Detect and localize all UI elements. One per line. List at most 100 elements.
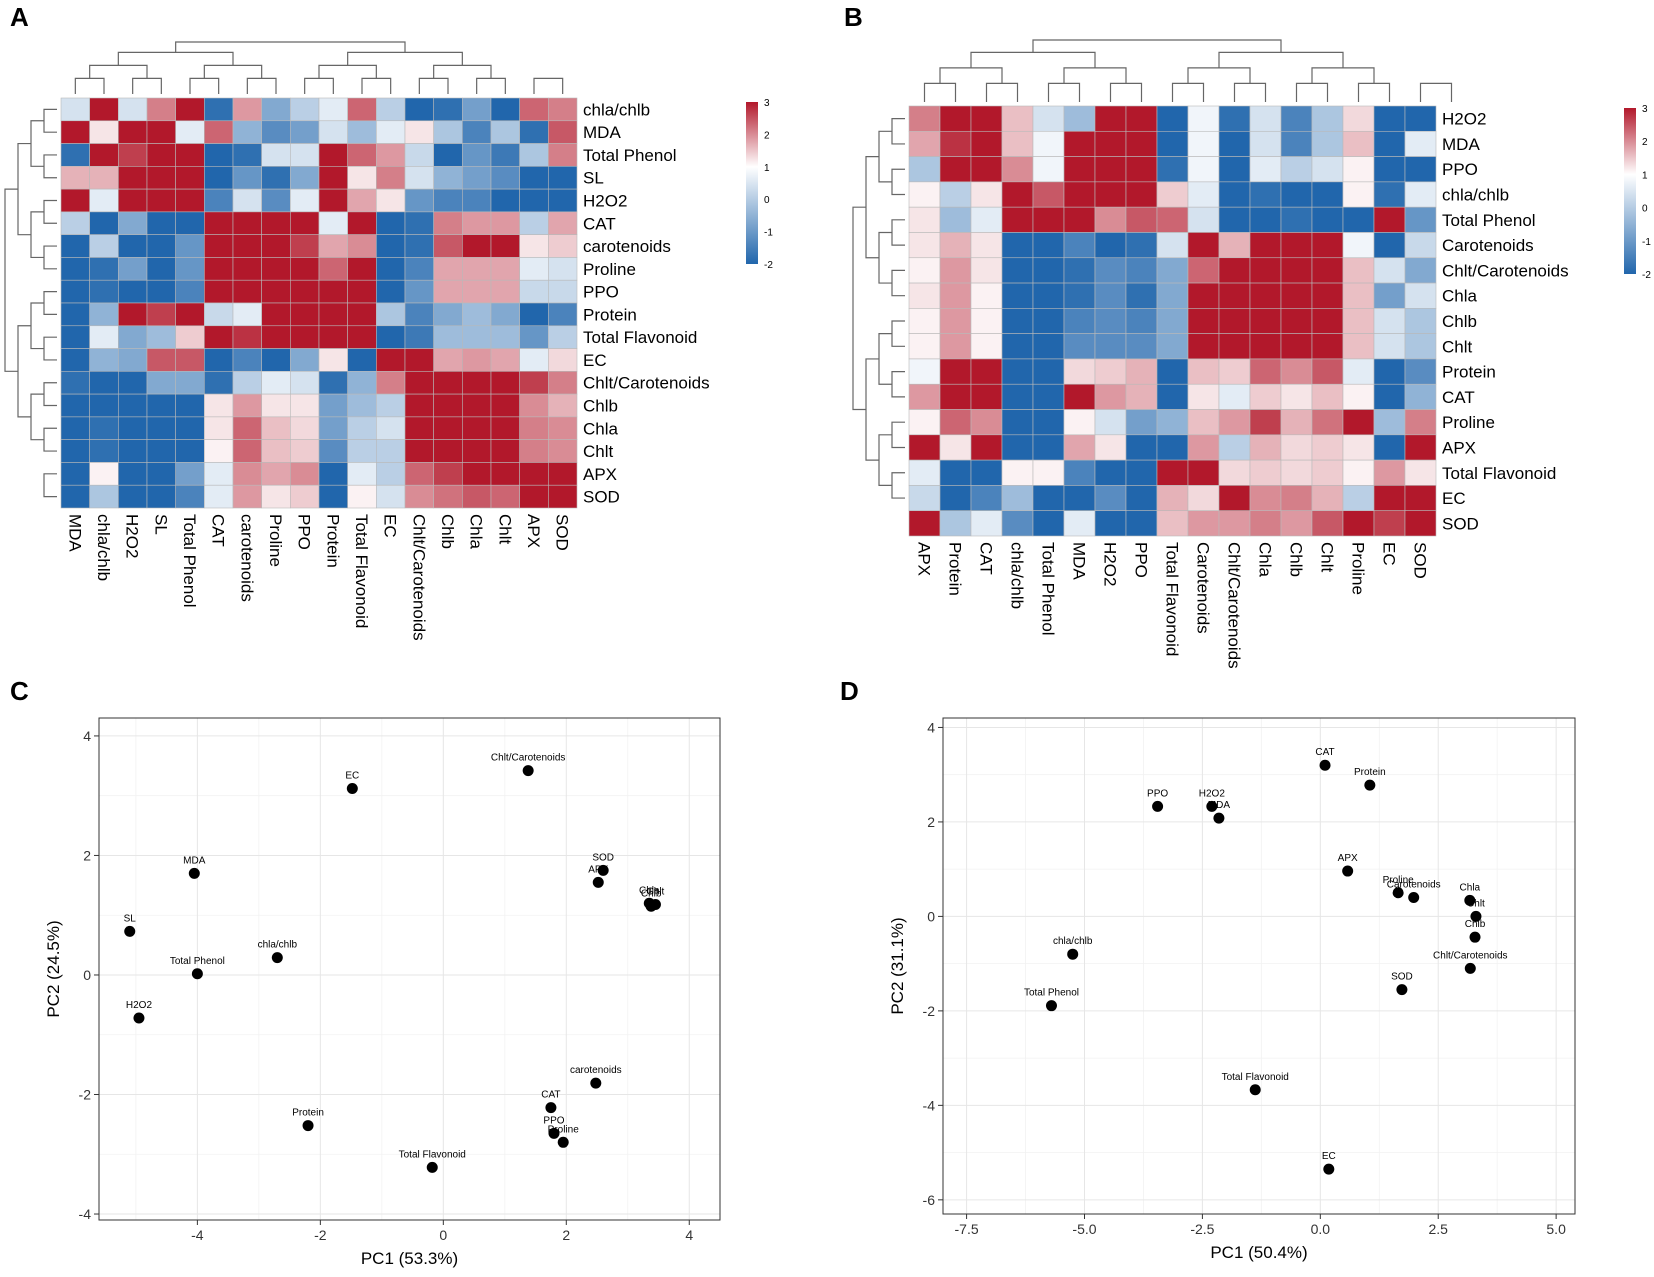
panel-letter-a: A <box>10 2 29 32</box>
heatmap-cell <box>490 166 520 190</box>
point-label: chla/chlb <box>1053 936 1093 947</box>
dendrogram-branch <box>132 77 162 94</box>
heatmap-cell <box>290 257 320 281</box>
heatmap-cell <box>60 439 90 463</box>
heatmap-cell <box>89 211 119 235</box>
heatmap-cell <box>519 416 549 440</box>
heatmap-cell <box>146 120 176 144</box>
heatmap-cell <box>404 279 434 304</box>
heatmap-cell <box>290 279 320 304</box>
heatmap-cell <box>376 302 406 327</box>
heatmap-cell <box>908 358 941 385</box>
heatmap-cell <box>146 371 176 395</box>
legend-tick-label: -2 <box>764 260 773 271</box>
heatmap-cell <box>433 393 463 418</box>
heatmap-cell <box>232 234 262 258</box>
heatmap-cell <box>548 325 578 349</box>
scatter-point <box>191 968 203 980</box>
heatmap-col-label: EC <box>1380 542 1399 566</box>
heatmap-cell <box>1249 333 1282 360</box>
heatmap-cell <box>1063 459 1096 486</box>
heatmap-cell <box>1373 459 1406 486</box>
heatmap-cell <box>1311 459 1344 486</box>
heatmap-row-label: H2O2 <box>1442 110 1486 129</box>
heatmap-cell <box>519 143 549 167</box>
heatmap-cell <box>404 257 434 281</box>
heatmap-col-label: Chlb <box>1287 542 1306 577</box>
heatmap-cell <box>146 348 176 372</box>
heatmap-cell <box>1187 459 1220 486</box>
heatmap-cell <box>1249 181 1282 208</box>
heatmap-cell <box>519 484 549 509</box>
scatter-point <box>522 765 534 777</box>
heatmap-col-label: chla/chlb <box>1008 542 1027 609</box>
scatter-point <box>1364 779 1376 791</box>
heatmap-cell <box>1373 232 1406 259</box>
heatmap-cell <box>939 409 972 436</box>
y-tick-label: 2 <box>927 814 935 830</box>
dendrogram-branch <box>533 77 564 94</box>
heatmap-cell <box>404 416 434 440</box>
heatmap-cell <box>1001 485 1034 512</box>
heatmap-cell <box>462 325 492 349</box>
heatmap-cell <box>1125 206 1158 233</box>
heatmap-cell <box>89 120 119 144</box>
heatmap-cell <box>1125 232 1158 259</box>
heatmap-cell <box>490 143 520 167</box>
heatmap-b: H2O2 MDA PPO chla/chlb Total Phenol Carotenoi… <box>852 39 1651 669</box>
heatmap-cell <box>433 462 463 486</box>
heatmap-cell <box>970 130 1003 157</box>
dendrogram-branch <box>43 108 57 133</box>
scatter-point <box>1206 800 1218 812</box>
heatmap-cell <box>60 416 90 440</box>
heatmap-cell <box>1342 282 1375 309</box>
heatmap-cell <box>908 156 941 183</box>
dendrogram-branch <box>17 142 31 236</box>
x-tick-label: -5.0 <box>1072 1221 1096 1237</box>
heatmap-cell <box>908 257 941 284</box>
heatmap-cell <box>261 393 291 418</box>
scatter-point <box>188 867 200 879</box>
heatmap-cell <box>462 371 492 395</box>
heatmap-cell <box>204 416 234 440</box>
heatmap-cell <box>60 325 90 349</box>
heatmap-cell <box>290 97 320 122</box>
heatmap-cell <box>1094 308 1127 334</box>
dendrogram-branch <box>17 325 31 418</box>
heatmap-cell <box>462 462 492 486</box>
heatmap-cell <box>1156 485 1189 512</box>
dendrogram-branch <box>304 77 334 94</box>
heatmap-cell <box>146 439 176 463</box>
heatmap-cell <box>60 484 90 509</box>
heatmap-cell <box>232 371 262 395</box>
heatmap-cell <box>261 348 291 372</box>
heatmap-cell <box>118 188 148 213</box>
heatmap-col-label: MDA <box>1070 542 1089 580</box>
scatter-point <box>1213 812 1225 824</box>
heatmap-cell <box>908 105 941 132</box>
heatmap-cell <box>261 462 291 486</box>
heatmap-cell <box>261 143 291 167</box>
y-tick-label: -6 <box>923 1192 936 1208</box>
point-label: SOD <box>592 852 614 863</box>
heatmap-cell <box>376 484 406 509</box>
dendrogram-branch <box>985 82 1019 102</box>
point-label: PPO <box>1147 788 1168 799</box>
heatmap-row-label: Chlt <box>1442 337 1473 356</box>
heatmap-cell <box>462 188 492 213</box>
heatmap-cell <box>519 279 549 304</box>
x-tick-label: -2.5 <box>1190 1221 1214 1237</box>
heatmap-col-label: carotenoids <box>237 514 256 602</box>
heatmap-cell <box>490 484 520 509</box>
heatmap-cell <box>118 234 148 258</box>
heatmap-cell <box>548 348 578 372</box>
heatmap-cell <box>1156 308 1189 334</box>
heatmap-cell <box>261 371 291 395</box>
heatmap-cell <box>118 484 148 509</box>
heatmap-cell <box>1001 257 1034 284</box>
heatmap-cell <box>1187 383 1220 410</box>
heatmap-cell <box>1342 181 1375 208</box>
heatmap-cell <box>1218 459 1251 486</box>
heatmap-cell <box>118 143 148 167</box>
heatmap-cell <box>970 485 1003 512</box>
